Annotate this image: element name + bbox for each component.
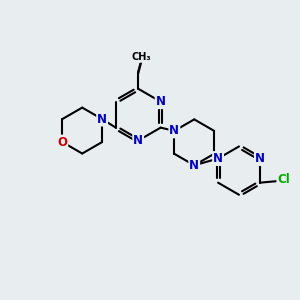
Text: /: / [136, 63, 140, 73]
Text: Cl: Cl [277, 173, 290, 186]
Text: N: N [255, 152, 265, 165]
Text: N: N [97, 112, 107, 126]
Text: N: N [156, 95, 166, 108]
Text: O: O [57, 136, 67, 148]
Text: N: N [189, 159, 199, 172]
Text: N: N [133, 134, 143, 147]
Text: N: N [213, 152, 223, 165]
Text: N: N [169, 124, 179, 137]
Text: CH₃: CH₃ [131, 52, 151, 62]
